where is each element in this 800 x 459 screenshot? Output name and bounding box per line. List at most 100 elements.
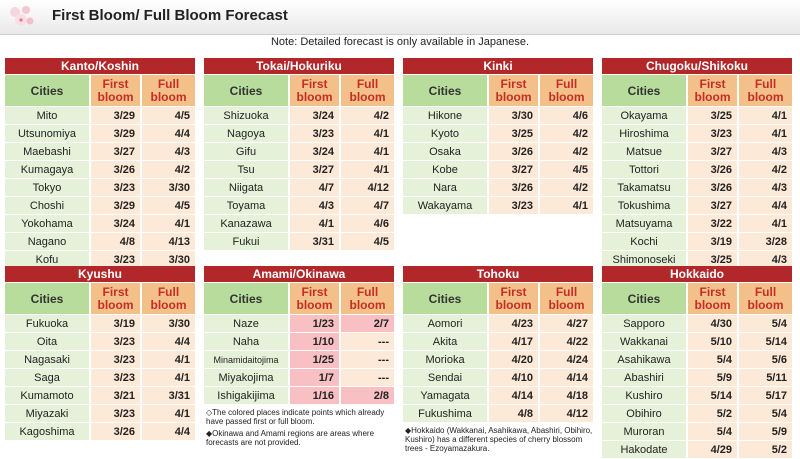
first-bloom-date: 5/14 — [688, 387, 737, 404]
full-bloom-date: 4/1 — [142, 369, 195, 386]
first-bloom-date: 4/20 — [489, 351, 538, 368]
region-title: Kyushu — [5, 266, 195, 282]
first-bloom-date: 4/1 — [290, 215, 339, 232]
full-bloom-date: 4/5 — [341, 233, 394, 250]
table-row: Saga 3/23 4/1 — [5, 369, 195, 386]
table-row: Yokohama 3/24 4/1 — [5, 215, 195, 232]
page-title: First Bloom/ Full Bloom Forecast — [52, 7, 288, 24]
city-name: Choshi — [5, 197, 89, 214]
city-name: Hiroshima — [602, 125, 686, 142]
first-bloom-date: 1/25 — [290, 351, 339, 368]
column-header-cities: Cities — [5, 75, 89, 106]
region-panel: Tohoku Cities First bloom Full bloom Aomori 4/2… — [403, 266, 593, 453]
table-header-row: Cities First bloom Full bloom — [403, 283, 593, 314]
first-bloom-date: 1/7 — [290, 369, 339, 386]
table-row: Kochi 3/19 3/28 — [602, 233, 792, 250]
full-bloom-date: 4/22 — [540, 333, 593, 350]
table-row: Oita 3/23 4/4 — [5, 333, 195, 350]
first-bloom-date: 4/8 — [489, 405, 538, 422]
city-name: Aomori — [403, 315, 487, 332]
column-header-label: bloom — [150, 297, 187, 312]
first-bloom-date: 3/30 — [489, 107, 538, 124]
full-bloom-date: --- — [341, 369, 394, 386]
column-header-first-bloom: First bloom — [489, 283, 538, 314]
column-header-label: Full — [356, 76, 379, 91]
table-row: Minamidaitojima 1/25 --- — [204, 351, 394, 368]
region-panel: Chugoku/Shikoku Cities First bloom Full bloom… — [602, 58, 792, 269]
first-bloom-date: 3/19 — [688, 233, 737, 250]
forecast-table: Cities First bloom Full bloom Mito 3/29 4/5 Utsu… — [3, 74, 197, 269]
full-bloom-date: 4/1 — [142, 215, 195, 232]
column-header-label: bloom — [349, 297, 386, 312]
table-row: Shizuoka 3/24 4/2 — [204, 107, 394, 124]
first-bloom-date: 3/25 — [688, 251, 737, 268]
city-name: Kushiro — [602, 387, 686, 404]
first-bloom-date: 3/23 — [91, 333, 140, 350]
city-name: Takamatsu — [602, 179, 686, 196]
column-header-label: bloom — [296, 89, 333, 104]
city-name: Mito — [5, 107, 89, 124]
first-bloom-date: 4/14 — [489, 387, 538, 404]
column-header-first-bloom: First bloom — [91, 283, 140, 314]
first-bloom-date: 4/3 — [290, 197, 339, 214]
first-bloom-date: 4/17 — [489, 333, 538, 350]
first-bloom-date: 5/10 — [688, 333, 737, 350]
first-bloom-date: 3/27 — [290, 161, 339, 178]
full-bloom-date: 4/2 — [540, 143, 593, 160]
full-bloom-date: 4/1 — [142, 351, 195, 368]
full-bloom-date: 4/18 — [540, 387, 593, 404]
full-bloom-date: 4/2 — [540, 179, 593, 196]
first-bloom-date: 3/23 — [290, 125, 339, 142]
table-row: Fukushima 4/8 4/12 — [403, 405, 593, 422]
city-name: Fukuoka — [5, 315, 89, 332]
full-bloom-date: 2/8 — [341, 387, 394, 404]
city-name: Hikone — [403, 107, 487, 124]
full-bloom-date: 4/1 — [739, 215, 792, 232]
full-bloom-date: 4/12 — [540, 405, 593, 422]
city-name: Miyakojima — [204, 369, 288, 386]
table-header-row: Cities First bloom Full bloom — [602, 75, 792, 106]
first-bloom-date: 3/23 — [688, 125, 737, 142]
table-header-row: Cities First bloom Full bloom — [5, 75, 195, 106]
city-name: Wakkanai — [602, 333, 686, 350]
city-name: Hakodate — [602, 441, 686, 458]
table-row: Yamagata 4/14 4/18 — [403, 387, 593, 404]
table-row: Maebashi 3/27 4/3 — [5, 143, 195, 160]
column-header-label: First — [102, 284, 129, 299]
column-header-label: Full — [754, 284, 777, 299]
cherry-blossom-icon — [10, 6, 34, 26]
table-row: Fukuoka 3/19 3/30 — [5, 315, 195, 332]
table-row: Tokyo 3/23 3/30 — [5, 179, 195, 196]
table-row: Tottori 3/26 4/2 — [602, 161, 792, 178]
region-panel: Hokkaido Cities First bloom Full bloom Sapporo… — [602, 266, 792, 459]
city-name: Kobe — [403, 161, 487, 178]
full-bloom-date: --- — [341, 333, 394, 350]
full-bloom-date: 4/27 — [540, 315, 593, 332]
city-name: Kagoshima — [5, 423, 89, 440]
column-header-label: bloom — [694, 89, 731, 104]
first-bloom-date: 5/4 — [688, 423, 737, 440]
first-bloom-date: 3/22 — [688, 215, 737, 232]
full-bloom-date: 4/6 — [341, 215, 394, 232]
city-name: Niigata — [204, 179, 288, 196]
table-row: Miyakojima 1/7 --- — [204, 369, 394, 386]
full-bloom-date: 4/1 — [739, 107, 792, 124]
city-name: Sapporo — [602, 315, 686, 332]
region-panel: Amami/Okinawa Cities First bloom Full bloom Na… — [204, 266, 394, 447]
full-bloom-date: 4/1 — [341, 125, 394, 142]
column-header-cities: Cities — [602, 75, 686, 106]
table-row: Toyama 4/3 4/7 — [204, 197, 394, 214]
table-row: Kushiro 5/14 5/17 — [602, 387, 792, 404]
full-bloom-date: 4/3 — [739, 179, 792, 196]
column-header-label: Full — [356, 284, 379, 299]
first-bloom-date: 4/10 — [489, 369, 538, 386]
column-header-first-bloom: First bloom — [688, 75, 737, 106]
column-header-full-bloom: Full bloom — [142, 75, 195, 106]
city-name: Matsue — [602, 143, 686, 160]
first-bloom-date: 3/26 — [688, 161, 737, 178]
table-row: Takamatsu 3/26 4/3 — [602, 179, 792, 196]
column-header-label: First — [500, 284, 527, 299]
full-bloom-date: 5/4 — [739, 405, 792, 422]
forecast-table: Cities First bloom Full bloom Naze 1/23 2/7 Naha… — [202, 282, 396, 405]
full-bloom-date: 4/4 — [142, 423, 195, 440]
